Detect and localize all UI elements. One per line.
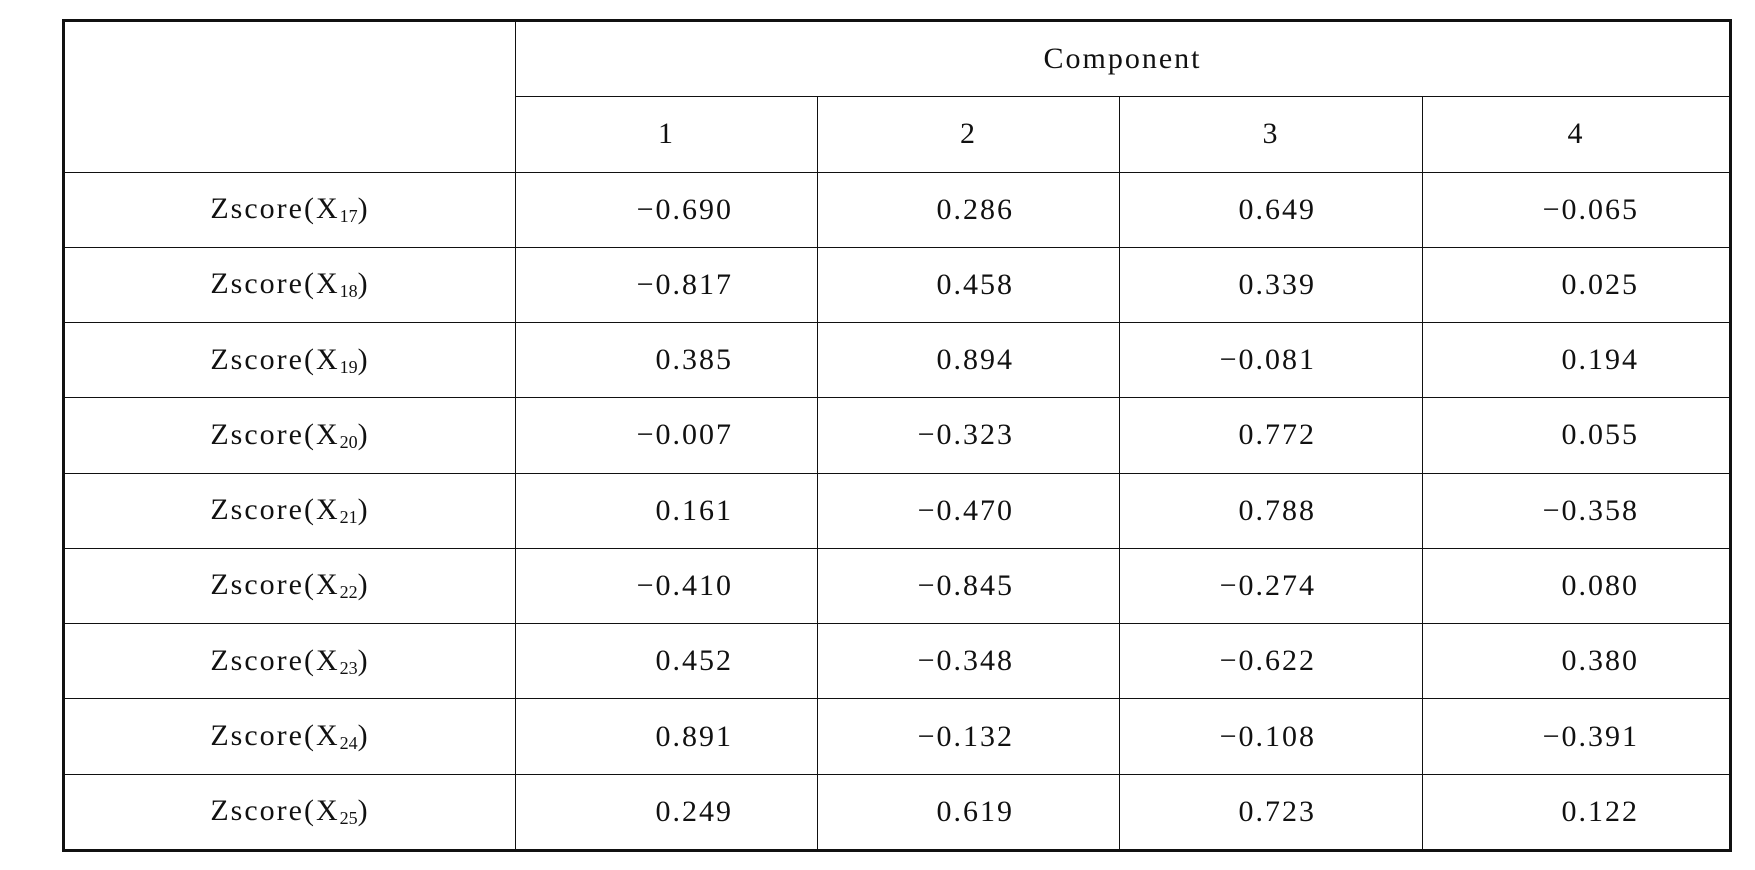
value-cell: 0.249 bbox=[515, 773, 818, 852]
value-cell: 0.080 bbox=[1422, 547, 1731, 625]
data-row: Zscore(X18) −0.817 0.458 0.339 0.025 bbox=[63, 246, 1731, 324]
data-row: Zscore(X23) 0.452 −0.348 −0.622 0.380 bbox=[63, 623, 1731, 700]
column-header: 1 bbox=[515, 96, 818, 173]
value-cell: −0.132 bbox=[817, 698, 1120, 775]
value-cell: 0.194 bbox=[1422, 322, 1731, 399]
label-subscript: 20 bbox=[339, 431, 358, 452]
label-close: ) bbox=[357, 267, 370, 301]
value-cell: 0.452 bbox=[515, 623, 818, 700]
label-close: ) bbox=[357, 342, 370, 376]
value-cell: 0.723 bbox=[1119, 773, 1423, 852]
label-text: Zscore(X bbox=[210, 192, 340, 226]
value-cell: 0.772 bbox=[1119, 397, 1423, 474]
data-row: Zscore(X21) 0.161 −0.470 0.788 −0.358 bbox=[63, 472, 1731, 549]
row-label: Zscore(X17) bbox=[63, 171, 516, 248]
data-row: Zscore(X20) −0.007 −0.323 0.772 0.055 bbox=[63, 397, 1731, 474]
data-row: Zscore(X19) 0.385 0.894 −0.081 0.194 bbox=[63, 322, 1731, 399]
label-text: Zscore(X bbox=[210, 267, 340, 301]
group-header: Component bbox=[515, 19, 1731, 98]
value-cell: 0.161 bbox=[515, 472, 818, 549]
value-cell: −0.470 bbox=[817, 472, 1120, 549]
value-cell: 0.385 bbox=[515, 322, 818, 399]
value-cell: 0.788 bbox=[1119, 472, 1423, 549]
row-label: Zscore(X18) bbox=[63, 246, 516, 324]
value-cell: −0.108 bbox=[1119, 698, 1423, 775]
label-text: Zscore(X bbox=[210, 417, 340, 451]
label-subscript: 17 bbox=[339, 206, 358, 227]
label-subscript: 24 bbox=[339, 733, 358, 754]
value-cell: 0.122 bbox=[1422, 773, 1731, 852]
header-row: Component bbox=[63, 19, 1731, 173]
label-text: Zscore(X bbox=[210, 493, 340, 527]
value-cell: −0.817 bbox=[515, 246, 818, 324]
data-row: Zscore(X22) −0.410 −0.845 −0.274 0.080 bbox=[63, 547, 1731, 625]
label-close: ) bbox=[357, 192, 370, 226]
row-label: Zscore(X22) bbox=[63, 547, 516, 625]
row-label: Zscore(X25) bbox=[63, 773, 516, 852]
data-row: Zscore(X24) 0.891 −0.132 −0.108 −0.391 bbox=[63, 698, 1731, 775]
value-cell: 0.025 bbox=[1422, 246, 1731, 324]
value-cell: −0.358 bbox=[1422, 472, 1731, 549]
value-cell: 0.055 bbox=[1422, 397, 1731, 474]
corner-cell bbox=[63, 20, 516, 173]
row-label: Zscore(X24) bbox=[63, 698, 516, 775]
label-subscript: 18 bbox=[339, 281, 358, 302]
label-subscript: 25 bbox=[339, 808, 358, 829]
value-cell: −0.348 bbox=[817, 623, 1120, 700]
value-cell: −0.622 bbox=[1119, 623, 1423, 700]
value-cell: −0.410 bbox=[515, 547, 818, 625]
value-cell: 0.339 bbox=[1119, 246, 1423, 324]
label-close: ) bbox=[357, 794, 370, 828]
column-header: 3 bbox=[1119, 96, 1423, 173]
data-row: Zscore(X17) −0.690 0.286 0.649 −0.065 bbox=[63, 171, 1731, 248]
label-text: Zscore(X bbox=[210, 568, 340, 602]
label-subscript: 22 bbox=[339, 582, 358, 603]
label-text: Zscore(X bbox=[210, 643, 340, 677]
value-cell: 0.649 bbox=[1119, 171, 1423, 248]
value-cell: −0.391 bbox=[1422, 698, 1731, 775]
value-cell: 0.619 bbox=[817, 773, 1120, 852]
value-cell: −0.081 bbox=[1119, 322, 1423, 399]
label-close: ) bbox=[357, 568, 370, 602]
label-text: Zscore(X bbox=[210, 794, 340, 828]
value-cell: 0.380 bbox=[1422, 623, 1731, 700]
label-text: Zscore(X bbox=[210, 342, 340, 376]
value-cell: −0.845 bbox=[817, 547, 1120, 625]
row-label: Zscore(X23) bbox=[63, 623, 516, 700]
label-close: ) bbox=[357, 719, 370, 753]
value-cell: 0.458 bbox=[817, 246, 1120, 324]
value-cell: −0.323 bbox=[817, 397, 1120, 474]
label-close: ) bbox=[357, 417, 370, 451]
label-subscript: 21 bbox=[339, 507, 358, 528]
value-cell: 0.891 bbox=[515, 698, 818, 775]
column-header: 2 bbox=[817, 96, 1120, 173]
value-cell: −0.274 bbox=[1119, 547, 1423, 625]
data-row: Zscore(X25) 0.249 0.619 0.723 0.122 bbox=[63, 773, 1731, 852]
row-label: Zscore(X20) bbox=[63, 397, 516, 474]
row-label: Zscore(X19) bbox=[63, 322, 516, 399]
value-cell: 0.894 bbox=[817, 322, 1120, 399]
value-cell: −0.690 bbox=[515, 171, 818, 248]
label-text: Zscore(X bbox=[210, 719, 340, 753]
value-cell: −0.007 bbox=[515, 397, 818, 474]
value-cell: 0.286 bbox=[817, 171, 1120, 248]
label-close: ) bbox=[357, 643, 370, 677]
value-cell: −0.065 bbox=[1422, 171, 1731, 248]
label-close: ) bbox=[357, 493, 370, 527]
row-label: Zscore(X21) bbox=[63, 472, 516, 549]
label-subscript: 19 bbox=[339, 356, 358, 377]
label-subscript: 23 bbox=[339, 657, 358, 678]
column-header: 4 bbox=[1422, 96, 1731, 173]
